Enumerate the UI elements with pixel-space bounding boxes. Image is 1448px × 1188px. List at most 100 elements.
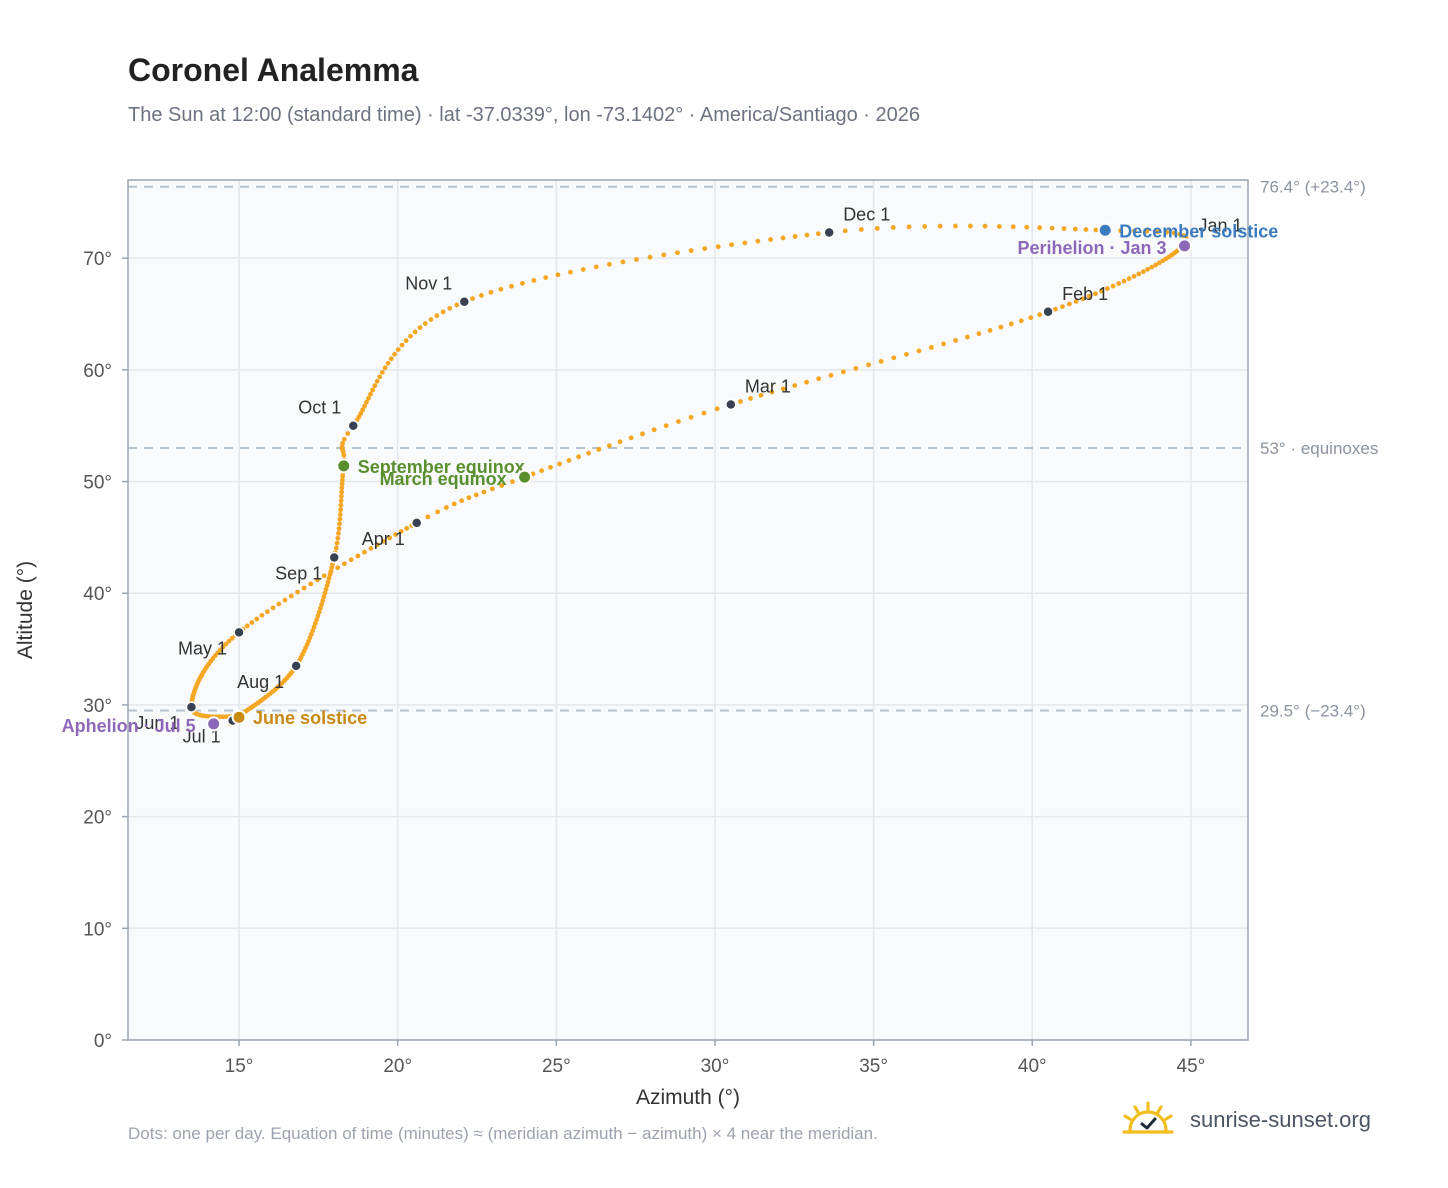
day-dot [937,223,943,229]
day-dot [1177,231,1183,237]
day-dot [982,223,988,229]
event-marker-label: Aphelion · Jul 5 [62,716,196,736]
day-dot [593,264,599,270]
brand[interactable]: sunrise-sunset.org [1120,1100,1371,1140]
month-marker-dot [410,517,423,529]
day-dot [1073,299,1079,304]
day-dot [1132,228,1137,234]
day-dot [412,329,418,335]
day-dot [634,257,639,262]
event-marker-dot [1097,222,1113,238]
plot-background [128,180,1248,1040]
day-dot [499,483,505,488]
day-dot [337,521,342,527]
day-dot [1153,262,1159,268]
day-dot [1018,318,1024,324]
day-dot [1118,228,1124,234]
day-dot [320,598,326,604]
day-dot [374,378,380,384]
plot-frame [127,179,1249,1041]
day-dot [688,248,694,254]
day-dot [620,259,626,265]
day-dot [337,516,343,522]
day-dot [1086,293,1092,299]
day-dot [804,232,810,238]
month-marker-label: Sep 1 [275,564,322,584]
day-dot [447,305,453,311]
y-axis-label: Altitude (°) [14,561,37,659]
day-dot [1164,229,1170,235]
day-dot [335,565,341,571]
month-marker-label: Jul 1 [183,727,221,747]
day-dot [326,575,332,581]
day-dot [941,341,946,347]
day-dot [377,374,383,380]
day-dot [858,227,864,232]
x-tick-label: 45° [1177,1056,1206,1077]
day-dot [729,242,735,248]
day-dot [323,586,329,592]
day-dot [1171,230,1177,236]
day-dot [576,454,582,460]
month-marker-dot [823,226,835,239]
day-dot [404,526,410,531]
event-marker-dot [206,716,222,732]
day-dot [1144,228,1150,234]
day-dot [345,431,351,436]
reference-line-label: 53° · equinoxes [1260,439,1378,458]
day-dot [1080,296,1086,302]
day-dot [392,351,398,357]
day-dot [398,529,404,534]
day-dot [891,355,897,361]
day-dot [1149,264,1155,270]
day-dot [1049,225,1055,231]
month-marker-label: Aug 1 [237,672,284,692]
x-tick-label: 40° [1018,1056,1047,1077]
month-marker-label: Nov 1 [405,274,452,294]
day-dot [333,545,339,551]
day-dot [1072,226,1078,232]
day-dot [379,369,385,375]
day-dot [321,573,327,579]
month-marker-dot [328,551,340,564]
x-tick-label: 20° [383,1056,412,1077]
day-dot [259,612,265,618]
day-dot [1104,286,1110,291]
day-dot [443,505,449,510]
day-dot [568,269,573,275]
event-marker-label: March equinox [380,469,507,489]
day-dot [676,419,681,424]
day-dot [1160,258,1166,264]
day-dot [310,628,316,634]
day-dot [254,616,260,622]
month-marker-label: Feb 1 [1062,284,1108,304]
month-marker-dot [185,701,198,713]
day-dot [816,376,822,382]
day-dot [338,507,344,513]
y-tick-label: 40° [83,584,112,605]
day-dot [466,495,472,501]
axis-ticks: 15° 20° 25° 30° 35° 40° 45° 0° 10° 20° 30° 40° 50° 60… [83,249,1205,1077]
brand-name: sunrise-sunset.org [1190,1107,1371,1132]
day-dot [270,605,276,611]
day-dot [1083,227,1089,232]
day-dot [366,395,371,401]
day-dot [840,369,846,375]
day-dot [987,327,993,333]
event-marker-dot [1177,238,1193,254]
day-dot [362,403,367,409]
day-dot [362,549,367,555]
day-dot [965,334,970,340]
event-marker-label: Perihelion · Jan 3 [1017,238,1166,258]
day-dot [1037,225,1043,231]
day-dot [385,360,391,366]
month-marker-dot [458,295,471,308]
chart-subtitle: The Sun at 12:00 (standard time) · lat -… [128,104,921,126]
day-dot [428,317,434,322]
day-dot [341,436,347,442]
day-dot [714,406,720,412]
day-dot [675,250,680,256]
day-dot [1052,306,1058,312]
day-dot [372,383,378,389]
day-dot [953,338,959,343]
